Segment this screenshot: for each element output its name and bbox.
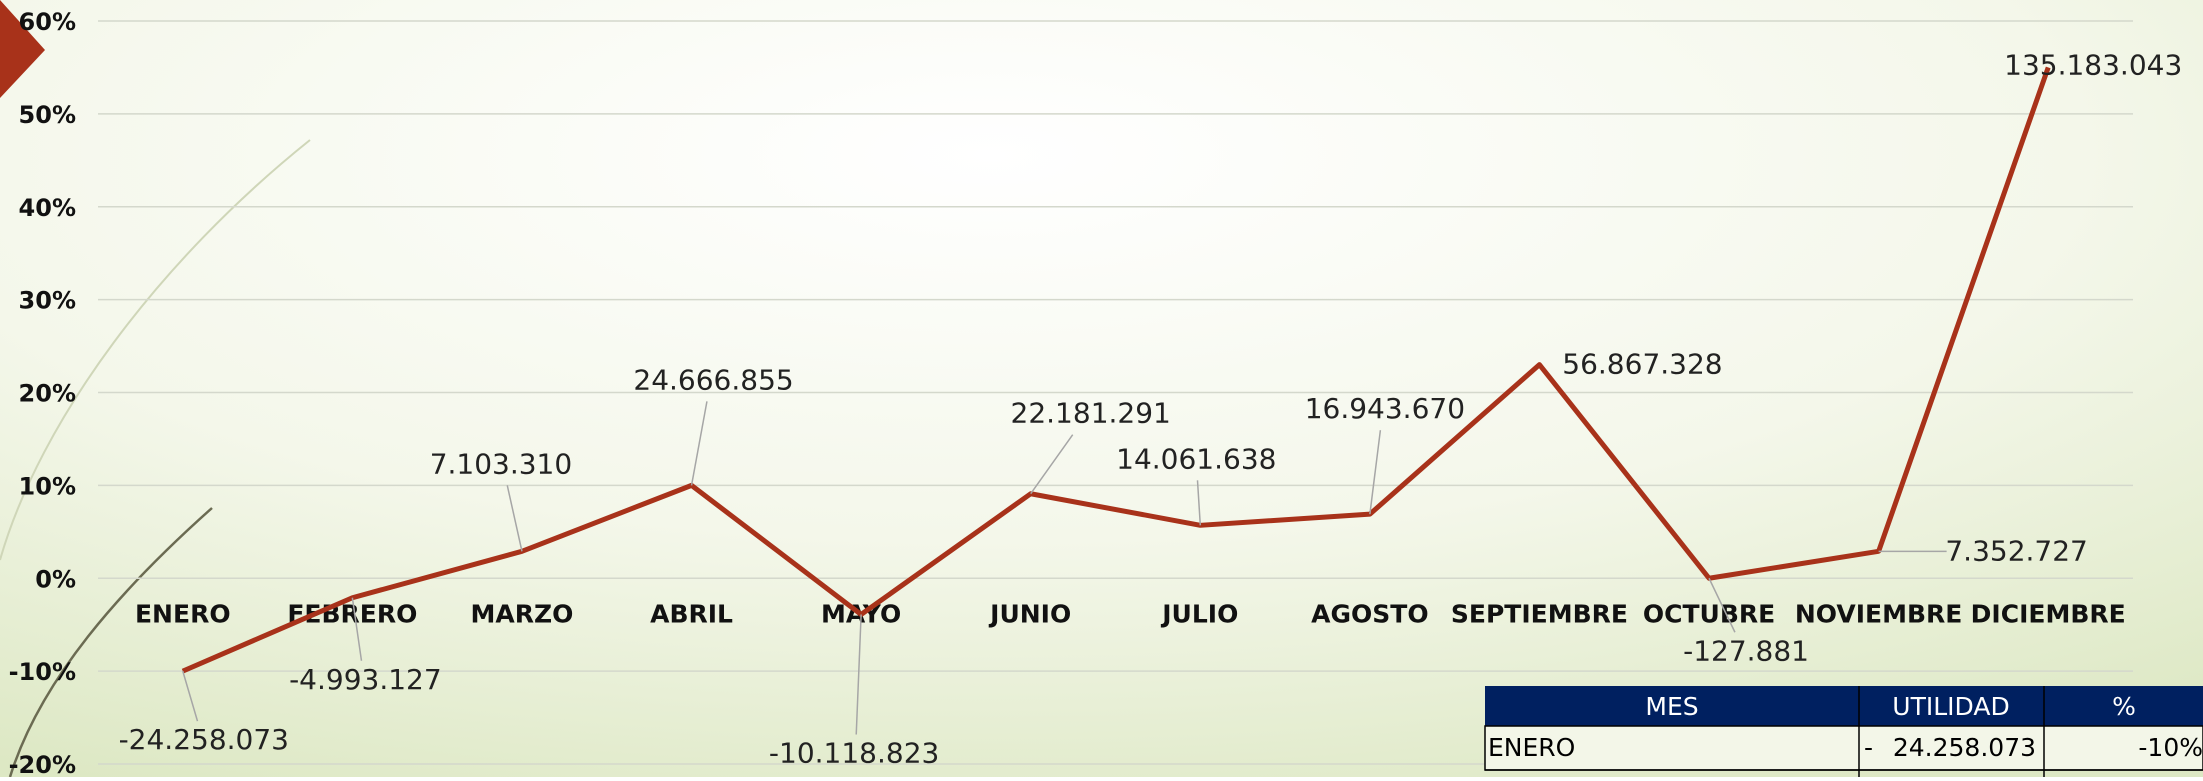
data-label: -4.993.127 [289, 663, 442, 696]
x-tick-label: DICIEMBRE [1971, 599, 2126, 628]
table-header-cell: UTILIDAD [1892, 692, 2009, 721]
table-cell: - [1864, 733, 1873, 762]
data-label: 135.183.043 [2004, 48, 2182, 81]
leader-line [1030, 434, 1074, 495]
data-label: 16.943.670 [1305, 392, 1465, 425]
data-label: 24.666.855 [633, 363, 793, 396]
leader-line [1196, 480, 1202, 526]
x-tick-label: JUNIO [988, 599, 1071, 628]
data-label: 7.352.727 [1945, 534, 2088, 567]
decor-triangle [0, 0, 45, 98]
decor-curve [8, 507, 213, 778]
y-tick-label: 10% [19, 472, 76, 500]
leader-line [855, 614, 862, 735]
leader-line [1369, 430, 1382, 515]
x-tick-label: JULIO [1160, 599, 1238, 628]
data-label: 56.867.328 [1562, 348, 1722, 381]
leader-line [1708, 577, 1736, 633]
x-tick-label: FEBRERO [287, 599, 417, 628]
table-cell: 24.258.073 [1893, 733, 2036, 762]
y-tick-label: 40% [19, 194, 76, 222]
data-label: 7.103.310 [430, 447, 573, 480]
x-tick-label: MARZO [471, 599, 574, 628]
table-row [1484, 725, 2203, 771]
x-tick-label: ABRIL [650, 599, 733, 628]
y-tick-label: 20% [19, 380, 76, 408]
x-tick-label: OCTUBRE [1643, 599, 1775, 628]
y-tick-label: 50% [19, 101, 76, 129]
data-label: -10.118.823 [769, 736, 939, 769]
table-header [1485, 686, 2203, 726]
data-label: -127.881 [1683, 634, 1809, 667]
data-label: 14.061.638 [1116, 442, 1276, 475]
table-header-cell: % [2112, 692, 2136, 721]
table-cell: ENERO [1488, 733, 1575, 762]
y-tick-label: 60% [19, 8, 76, 36]
leader-line [182, 670, 199, 722]
y-tick-label: -10% [9, 658, 76, 686]
x-tick-label: NOVIEMBRE [1795, 599, 1963, 628]
y-tick-label: -20% [9, 751, 76, 777]
y-tick-label: 0% [35, 565, 76, 593]
leader-line [506, 485, 523, 552]
leader-line [690, 401, 708, 486]
y-tick-label: 30% [19, 287, 76, 315]
x-tick-label: SEPTIEMBRE [1451, 599, 1628, 628]
decor-curve [0, 139, 311, 561]
data-label: 22.181.291 [1011, 397, 1171, 430]
data-line [181, 66, 2051, 674]
table: MES UTILIDAD % ENERO - 24.258.073 -10% [1484, 686, 2203, 777]
data-label: -24.258.073 [119, 723, 289, 756]
leader-line [351, 597, 363, 661]
x-tick-label: ENERO [135, 599, 231, 628]
table-header-cell: MES [1645, 692, 1698, 721]
x-tick-label: AGOSTO [1311, 599, 1428, 628]
table-cell: -10% [2138, 733, 2203, 762]
